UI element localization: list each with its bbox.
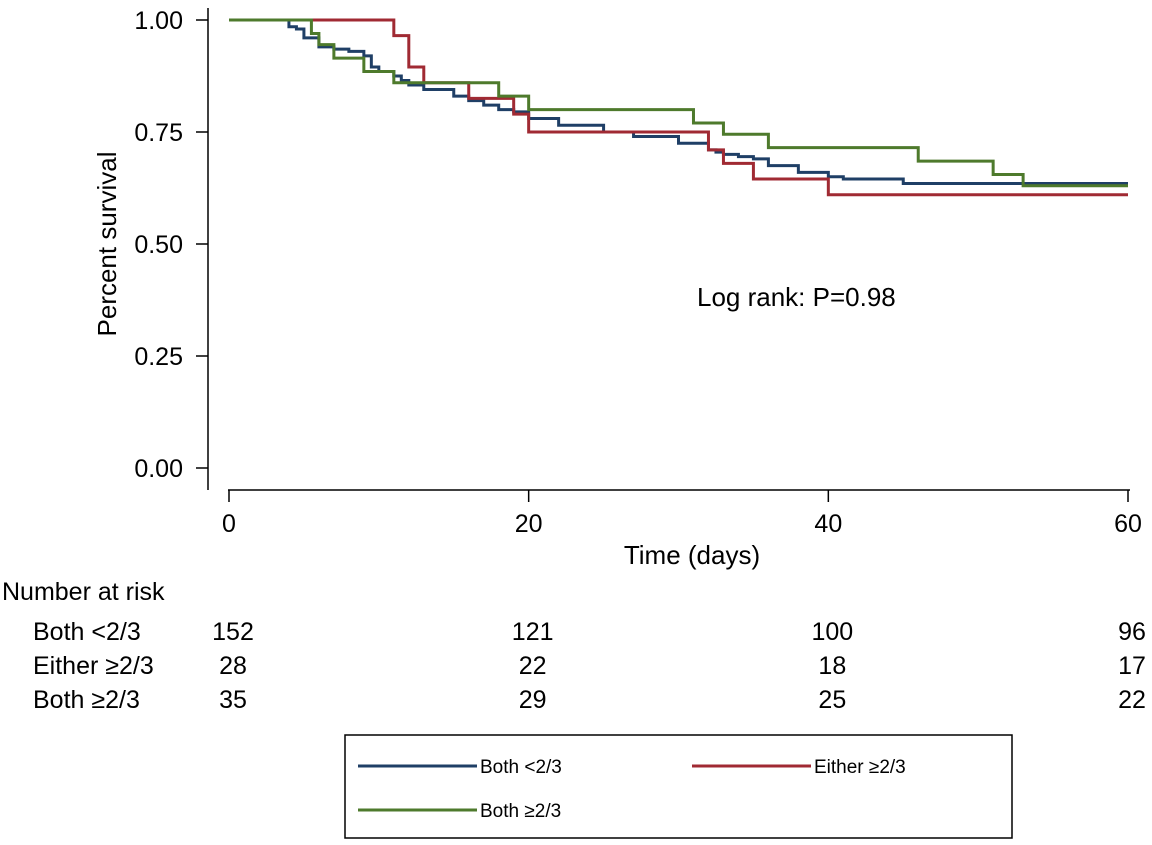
legend-label-both-lt-2-3: Both <2/3 (480, 757, 562, 778)
legend: Both <2/3 Either ≥2/3 Both ≥2/3 (358, 757, 906, 822)
legend-label-both-ge-2-3: Both ≥2/3 (480, 801, 561, 822)
risk-count: 25 (818, 686, 846, 714)
risk-count: 121 (512, 618, 554, 646)
risk-count: 22 (519, 652, 547, 680)
x-tick-label: 40 (814, 510, 842, 538)
y-tick-label: 0.00 (134, 455, 183, 483)
y-tick-label: 0.75 (134, 119, 183, 147)
risk-count: 96 (1118, 618, 1146, 646)
log-rank-annotation: Log rank: P=0.98 (697, 282, 896, 312)
y-axis-ticks: 0.00 0.25 0.50 0.75 1.00 (134, 7, 208, 483)
y-tick-label: 0.25 (134, 343, 183, 371)
risk-row-label: Either ≥2/3 (33, 652, 154, 680)
x-axis-ticks: 0 20 40 60 (222, 490, 1142, 538)
risk-table: Both <2/3 152 121 100 96 Either ≥2/3 28 22 18 17 B… (33, 618, 1146, 714)
series-line-either-ge-2-3 (229, 18, 1128, 197)
y-tick-label: 0.50 (134, 231, 183, 259)
risk-row-label: Both <2/3 (33, 618, 141, 646)
risk-count: 22 (1118, 686, 1146, 714)
risk-table-title: Number at risk (2, 578, 165, 606)
risk-count: 152 (212, 618, 254, 646)
risk-row-label: Both ≥2/3 (33, 686, 140, 714)
survival-curves (229, 18, 1128, 197)
x-axis-title: Time (days) (624, 540, 760, 570)
y-axis-title: Percent survival (92, 152, 122, 337)
risk-count: 35 (219, 686, 247, 714)
risk-count: 18 (818, 652, 846, 680)
y-tick-label: 1.00 (134, 7, 183, 35)
risk-count: 100 (811, 618, 853, 646)
legend-label-either-ge-2-3: Either ≥2/3 (814, 757, 906, 778)
risk-count: 17 (1118, 652, 1146, 680)
series-line-both-lt-2-3 (229, 18, 1128, 186)
series-line-both-ge-2-3 (229, 18, 1128, 188)
legend-box (344, 734, 1013, 839)
risk-count: 28 (219, 652, 247, 680)
risk-count: 29 (519, 686, 547, 714)
x-tick-label: 60 (1114, 510, 1142, 538)
x-tick-label: 0 (222, 510, 236, 538)
x-tick-label: 20 (515, 510, 543, 538)
